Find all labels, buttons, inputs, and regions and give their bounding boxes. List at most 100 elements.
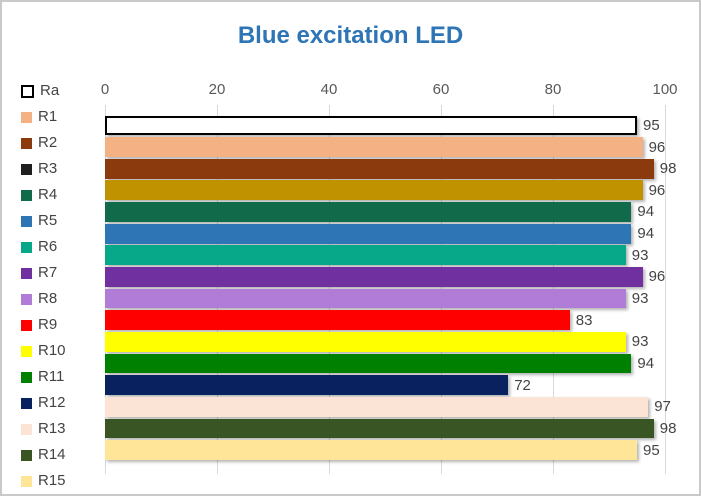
x-axis: 0 20 40 60 80 100	[2, 81, 699, 99]
bar-value-label: 97	[654, 398, 671, 416]
bar-r11	[105, 353, 632, 374]
legend-label: R4	[38, 186, 58, 203]
bar-row: 94	[105, 202, 654, 222]
legend-swatch	[21, 215, 32, 227]
legend-item-r8: R8	[21, 291, 66, 307]
legend-swatch	[21, 475, 32, 487]
x-axis-tick-label: 80	[544, 81, 562, 98]
legend-item-r13: R13	[21, 421, 66, 437]
legend-label: R3	[38, 160, 58, 177]
legend-item-ra: Ra	[21, 83, 66, 99]
bar-row: 93	[105, 245, 649, 266]
legend-item-r10: R10	[21, 343, 66, 359]
legend-label: R11	[38, 368, 65, 385]
bar-row: 94	[105, 223, 655, 244]
bar-value-label: 93	[631, 333, 649, 351]
legend-label: R7	[38, 264, 58, 281]
x-axis-tick-label: 100	[652, 81, 678, 98]
bar-value-label: 95	[643, 441, 660, 459]
bar-r6	[105, 245, 626, 266]
bar-row: 93	[105, 288, 649, 309]
bar-r7	[105, 267, 643, 287]
x-axis-tick-label: 0	[100, 81, 110, 98]
plot-area: 95 96 98 96 94 94 93 96 93 83 93 94 72 97 98 95	[105, 105, 676, 474]
bar-value-label: 93	[631, 290, 649, 308]
legend-item-r5: R5	[21, 213, 66, 229]
bar-value-label: 98	[659, 419, 677, 437]
bar-r4	[105, 202, 632, 222]
legend-item-r6: R6	[21, 239, 66, 255]
bar-row: 98	[105, 418, 677, 439]
legend-label: R1	[38, 108, 58, 125]
bar-r10	[105, 332, 626, 352]
bar-row: 96	[105, 180, 666, 201]
bar-r1	[105, 137, 643, 157]
legend-item-r4: R4	[21, 187, 66, 203]
legend-label: R8	[38, 290, 58, 307]
bar-r14	[105, 418, 654, 439]
legend-label: R14	[38, 446, 66, 463]
legend-swatch	[21, 345, 32, 357]
bar-value-label: 83	[575, 311, 593, 329]
legend-swatch	[21, 293, 32, 305]
legend-label: R2	[38, 134, 58, 151]
bar-row: 96	[105, 137, 665, 157]
bar-r8	[105, 288, 626, 309]
legend-swatch	[21, 189, 32, 201]
legend-item-r3: R3	[21, 161, 66, 177]
bar-r2	[105, 158, 654, 179]
bar-r3	[105, 180, 643, 201]
bar-row: 83	[105, 310, 593, 331]
legend-item-r15: R15	[21, 473, 66, 489]
legend-item-r14: R14	[21, 447, 66, 463]
bar-row: 95	[105, 440, 660, 461]
legend-label: R5	[38, 212, 58, 229]
x-axis-tick-label: 60	[432, 81, 450, 98]
legend-item-r2: R2	[21, 135, 66, 151]
bar-r12	[105, 375, 509, 396]
legend-swatch	[21, 397, 32, 409]
bar-row: 97	[105, 396, 671, 417]
legend-swatch	[21, 371, 32, 383]
legend-swatch	[21, 241, 32, 253]
legend-swatch	[21, 267, 32, 279]
legend: Ra R1 R2 R3 R4 R5 R6 R7 R8 R9 R10 R11 R12 R13 R14 R15	[21, 83, 66, 489]
bar-value-label: 98	[659, 160, 677, 178]
bar-value-label: 95	[643, 116, 660, 134]
legend-item-r11: R11	[21, 369, 66, 385]
bar-value-label: 96	[648, 181, 666, 199]
legend-swatch	[21, 163, 32, 175]
bar-row: 93	[105, 332, 648, 352]
bar-ra	[105, 115, 637, 136]
legend-label: R10	[38, 342, 66, 359]
legend-label: R12	[38, 394, 66, 411]
legend-swatch	[21, 319, 32, 331]
legend-swatch	[21, 137, 32, 149]
bar-value-label: 93	[631, 246, 649, 264]
bar-value-label: 72	[514, 376, 531, 394]
legend-item-r9: R9	[21, 317, 66, 333]
bar-row: 72	[105, 375, 531, 396]
legend-label: R15	[38, 472, 66, 489]
bar-r13	[105, 396, 649, 417]
bar-row: 94	[105, 353, 655, 374]
bar-r9	[105, 310, 570, 331]
legend-swatch	[21, 111, 32, 123]
legend-label: Ra	[40, 82, 60, 99]
bar-value-label: 96	[648, 268, 666, 286]
legend-swatch	[21, 84, 34, 98]
legend-label: R9	[38, 316, 58, 333]
bar-value-label: 94	[637, 225, 655, 243]
legend-item-r7: R7	[21, 265, 66, 281]
legend-swatch	[21, 423, 32, 435]
legend-swatch	[21, 449, 32, 461]
x-axis-tick-label: 40	[320, 81, 338, 98]
bar-row: 96	[105, 267, 665, 287]
gridline	[665, 105, 666, 474]
legend-label: R6	[38, 238, 58, 255]
legend-item-r1: R1	[21, 109, 66, 125]
legend-item-r12: R12	[21, 395, 66, 411]
bar-value-label: 94	[637, 355, 655, 373]
bar-r15	[105, 440, 637, 461]
